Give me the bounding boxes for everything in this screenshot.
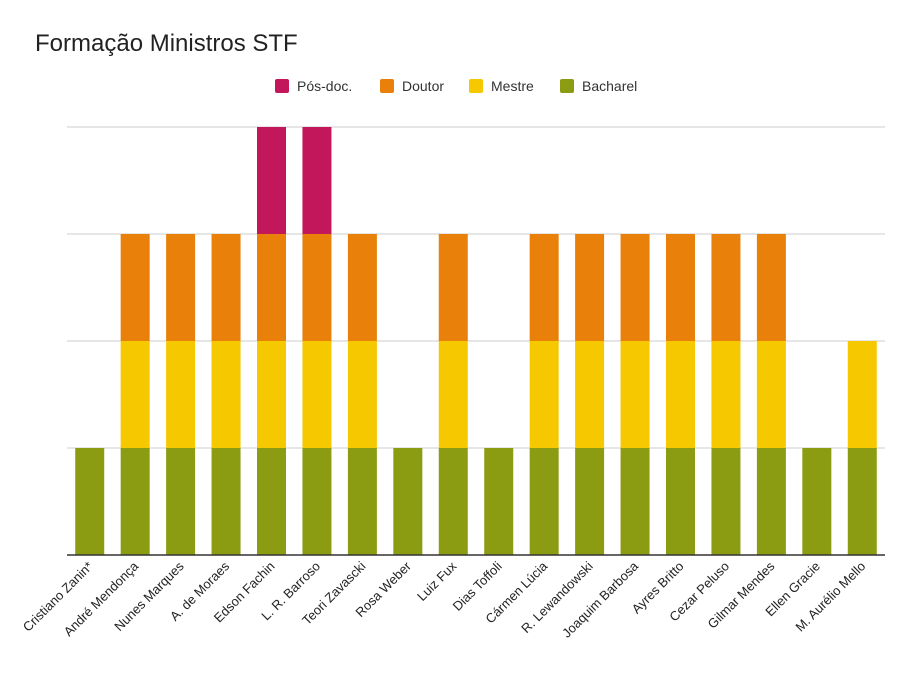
- bar-doutor-nunes-marques[interactable]: [166, 234, 196, 341]
- chart-title: Formação Ministros STF: [35, 30, 298, 57]
- bar-bacharel-luiz-fux[interactable]: [438, 448, 468, 555]
- bar-bacharel-andre-mendonca[interactable]: [120, 448, 150, 555]
- x-tick-label: Luiz Fux: [414, 558, 460, 604]
- bar-bacharel-gilmar-mendes[interactable]: [756, 448, 786, 555]
- bar-mestre-gilmar-mendes[interactable]: [756, 341, 786, 448]
- bar-bacharel-a-de-moraes[interactable]: [211, 448, 241, 555]
- bar-doutor-a-de-moraes[interactable]: [211, 234, 241, 341]
- bar-mestre-ayres-britto[interactable]: [666, 341, 695, 448]
- bar-bacharel-joaquim-barbosa[interactable]: [620, 448, 650, 555]
- bar-bacharel-l-r-barroso[interactable]: [302, 448, 332, 555]
- bar-doutor-andre-mendonca[interactable]: [120, 234, 150, 341]
- bar-doutor-carmen-lucia[interactable]: [529, 234, 559, 341]
- bar-bacharel-dias-toffoli[interactable]: [484, 448, 514, 555]
- legend-label-posdoc: Pós-doc.: [297, 78, 353, 94]
- bar-doutor-gilmar-mendes[interactable]: [756, 234, 786, 341]
- bar-bacharel-rosa-weber[interactable]: [393, 448, 423, 555]
- bar-doutor-cezar-peluso[interactable]: [711, 234, 741, 341]
- legend-item-bacharel[interactable]: Bacharel: [560, 78, 637, 94]
- bar-bacharel-carmen-lucia[interactable]: [529, 448, 559, 555]
- bar-mestre-a-de-moraes[interactable]: [211, 341, 241, 448]
- legend-swatch-posdoc: [275, 79, 289, 93]
- bar-mestre-edson-fachin[interactable]: [257, 341, 286, 448]
- bar-doutor-r-lewandowski[interactable]: [575, 234, 605, 341]
- bar-pos-doc-edson-fachin[interactable]: [257, 127, 286, 234]
- bar-doutor-joaquim-barbosa[interactable]: [620, 234, 650, 341]
- bar-doutor-ayres-britto[interactable]: [666, 234, 695, 341]
- bar-bacharel-m-aurelio-mello[interactable]: [847, 448, 877, 555]
- bar-mestre-carmen-lucia[interactable]: [529, 341, 559, 448]
- legend-label-doutor: Doutor: [402, 78, 445, 94]
- bar-mestre-luiz-fux[interactable]: [438, 341, 468, 448]
- bar-doutor-luiz-fux[interactable]: [438, 234, 468, 341]
- bar-mestre-nunes-marques[interactable]: [166, 341, 196, 448]
- bar-doutor-l-r-barroso[interactable]: [302, 234, 332, 341]
- chart-legend: Pós-doc. Doutor Mestre Bacharel: [0, 78, 918, 102]
- bar-doutor-teori-zavascki[interactable]: [347, 234, 377, 341]
- bar-pos-doc-l-r-barroso[interactable]: [302, 127, 332, 234]
- bar-bacharel-cristiano-zanin[interactable]: [75, 448, 105, 555]
- legend-item-mestre[interactable]: Mestre: [469, 78, 534, 94]
- bar-bacharel-cezar-peluso[interactable]: [711, 448, 741, 555]
- legend-label-mestre: Mestre: [491, 78, 534, 94]
- bar-bacharel-edson-fachin[interactable]: [257, 448, 286, 555]
- legend-item-posdoc[interactable]: Pós-doc.: [275, 78, 352, 94]
- legend-item-doutor[interactable]: Doutor: [380, 78, 444, 94]
- legend-swatch-mestre: [469, 79, 483, 93]
- bar-mestre-teori-zavascki[interactable]: [347, 341, 377, 448]
- legend-label-bacharel: Bacharel: [582, 78, 638, 94]
- bar-bacharel-teori-zavascki[interactable]: [347, 448, 377, 555]
- x-tick-label: Joaquim Barbosa: [559, 558, 642, 641]
- bar-bacharel-nunes-marques[interactable]: [166, 448, 196, 555]
- bar-doutor-edson-fachin[interactable]: [257, 234, 286, 341]
- legend-swatch-doutor: [380, 79, 394, 93]
- bar-mestre-m-aurelio-mello[interactable]: [847, 341, 877, 448]
- bar-mestre-joaquim-barbosa[interactable]: [620, 341, 650, 448]
- bar-mestre-andre-mendonca[interactable]: [120, 341, 150, 448]
- bar-bacharel-ayres-britto[interactable]: [666, 448, 695, 555]
- bar-mestre-r-lewandowski[interactable]: [575, 341, 605, 448]
- legend-swatch-bacharel: [560, 79, 574, 93]
- bar-mestre-l-r-barroso[interactable]: [302, 341, 332, 448]
- bar-bacharel-r-lewandowski[interactable]: [575, 448, 605, 555]
- bar-bacharel-ellen-gracie[interactable]: [802, 448, 832, 555]
- bar-mestre-cezar-peluso[interactable]: [711, 341, 741, 448]
